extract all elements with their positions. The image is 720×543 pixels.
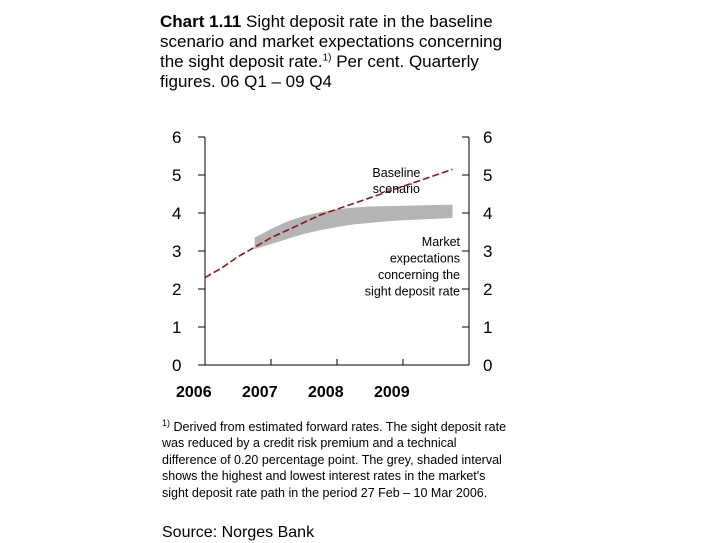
chart-title-text: Sight deposit rate in the baseline scena… xyxy=(160,12,503,71)
x-tick-label: 2007 xyxy=(242,384,278,401)
y-tick-label-left: 2 xyxy=(172,280,181,299)
chart-number: Chart 1.11 xyxy=(160,12,242,31)
baseline-scenario-line xyxy=(204,168,453,279)
y-tick-label-left: 6 xyxy=(172,128,181,147)
footnote: 1) Derived from estimated forward rates.… xyxy=(162,417,507,501)
y-tick-label-left: 5 xyxy=(172,166,181,185)
source-note: Source: Norges Bank xyxy=(162,524,315,541)
y-tick-label-right: 0 xyxy=(483,356,492,375)
y-tick-label-left: 3 xyxy=(172,242,181,261)
footnote-marker: 1) xyxy=(162,417,171,428)
market-expectations-label: expectations xyxy=(390,252,460,266)
market-expectations-label: Market xyxy=(422,235,461,249)
footnote-text: Derived from estimated forward rates. Th… xyxy=(162,420,507,500)
baseline-scenario-label: scenario xyxy=(373,182,420,196)
title-footnote-marker: 1) xyxy=(322,52,332,64)
y-tick-label-left: 0 xyxy=(172,356,181,375)
chart-title: Chart 1.11 Sight deposit rate in the bas… xyxy=(160,12,510,92)
y-tick-label-left: 4 xyxy=(172,204,181,223)
y-tick-label-right: 1 xyxy=(483,318,492,337)
y-tick-label-right: 5 xyxy=(483,166,492,185)
y-tick-label-right: 6 xyxy=(483,128,492,147)
market-expectations-label: sight deposit rate xyxy=(365,285,460,299)
market-expectations-band xyxy=(254,204,453,250)
chart-subtitle: Per cent. Quarterly figures. 06 Q1 – 09 … xyxy=(160,52,479,91)
y-tick-label-left: 1 xyxy=(172,318,181,337)
y-tick-label-right: 3 xyxy=(483,242,492,261)
x-tick-label: 2006 xyxy=(176,384,212,401)
x-tick-label: 2008 xyxy=(308,384,344,401)
x-tick-label: 2009 xyxy=(374,384,410,401)
y-tick-label-right: 4 xyxy=(483,204,492,223)
baseline-scenario-label: Baseline xyxy=(372,166,420,180)
y-tick-label-right: 2 xyxy=(483,280,492,299)
market-expectations-label: concerning the xyxy=(378,268,460,282)
